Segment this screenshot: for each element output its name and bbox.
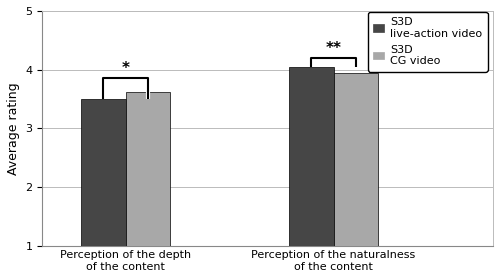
Bar [81, 99, 126, 246]
Bar [334, 73, 378, 246]
Text: *: * [122, 61, 130, 76]
Y-axis label: Average rating: Average rating [7, 82, 20, 175]
Bar [289, 67, 334, 246]
Bar [126, 92, 170, 246]
Text: **: ** [326, 40, 342, 56]
Legend: S3D
live-action video, S3D
CG video: S3D live-action video, S3D CG video [368, 12, 488, 72]
